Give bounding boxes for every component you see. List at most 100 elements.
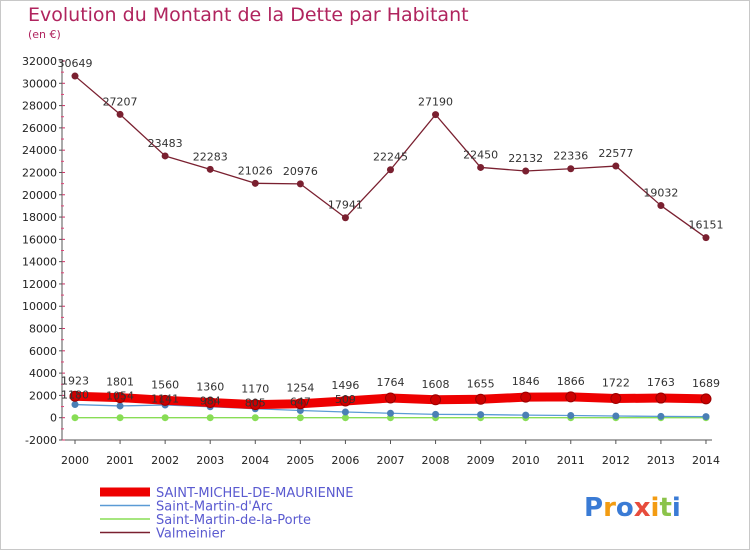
data-label: 1866	[557, 375, 585, 388]
data-point	[251, 414, 259, 422]
x-tick-label: 2001	[106, 454, 134, 467]
y-tick-label: 4000	[29, 367, 57, 380]
y-tick-label: 22000	[22, 166, 57, 179]
data-point	[339, 395, 351, 407]
data-point	[432, 410, 440, 418]
x-tick-label: 2000	[61, 454, 89, 467]
data-label: 1801	[106, 376, 134, 389]
data-point	[204, 397, 216, 409]
data-label: 1689	[692, 377, 720, 390]
data-label: 16151	[688, 219, 723, 232]
data-label: 22245	[373, 151, 408, 164]
data-label: 509	[335, 393, 356, 406]
data-label: 1846	[512, 375, 540, 388]
legend-label: Saint-Martin-de-la-Porte	[156, 513, 311, 528]
data-point	[294, 398, 306, 410]
data-point	[612, 412, 620, 420]
data-point	[567, 165, 575, 173]
data-point	[296, 414, 304, 422]
data-point	[657, 202, 665, 210]
data-point	[567, 411, 575, 419]
data-point	[522, 411, 530, 419]
chart-subtitle: (en €)	[28, 28, 61, 41]
x-tick-label: 2010	[512, 454, 540, 467]
data-label: 647	[290, 396, 311, 409]
x-tick-label: 2011	[557, 454, 585, 467]
data-point	[475, 393, 487, 405]
data-point	[520, 391, 532, 403]
data-point	[386, 166, 394, 174]
data-label: 1764	[376, 376, 404, 389]
x-tick-label: 2014	[692, 454, 720, 467]
y-tick-label: 30000	[22, 77, 57, 90]
data-point	[116, 414, 124, 422]
data-label: 1054	[106, 390, 134, 403]
data-point	[116, 402, 124, 410]
x-tick-label: 2006	[331, 454, 359, 467]
data-point	[71, 414, 79, 422]
data-point	[161, 152, 169, 160]
y-tick-label: 0	[50, 412, 57, 425]
data-point	[702, 413, 710, 421]
y-tick-label: 14000	[22, 256, 57, 269]
x-tick-label: 2013	[647, 454, 675, 467]
proxiti-logo: Proxiti	[584, 493, 681, 523]
data-point	[341, 414, 349, 422]
data-point	[69, 390, 81, 402]
data-point	[655, 392, 667, 404]
data-point	[116, 110, 124, 118]
data-point	[114, 392, 126, 404]
data-label: 1655	[467, 377, 495, 390]
data-point	[296, 180, 304, 188]
y-tick-label: 6000	[29, 345, 57, 358]
data-point	[612, 162, 620, 170]
data-label: 20976	[283, 165, 318, 178]
legend-label: Saint-Martin-d'Arc	[156, 500, 273, 515]
data-label: 21026	[238, 164, 273, 177]
data-label: 1496	[331, 379, 359, 392]
data-label: 1170	[241, 383, 269, 396]
data-point	[161, 414, 169, 422]
y-tick-label: 12000	[22, 278, 57, 291]
data-label: 1180	[61, 388, 89, 401]
y-tick-label: 16000	[22, 233, 57, 246]
data-point	[341, 214, 349, 222]
x-tick-label: 2012	[602, 454, 630, 467]
data-label: 30649	[58, 57, 93, 70]
data-label: 1560	[151, 378, 179, 391]
x-tick-label: 2009	[467, 454, 495, 467]
y-tick-label: 10000	[22, 300, 57, 313]
y-tick-label: 2000	[29, 389, 57, 402]
data-point	[249, 399, 261, 411]
data-point	[206, 414, 214, 422]
data-label: 984	[200, 395, 221, 408]
data-label: 1923	[61, 374, 89, 387]
data-point	[384, 392, 396, 404]
x-tick-label: 2005	[286, 454, 314, 467]
data-label: 1763	[647, 376, 675, 389]
data-label: 1360	[196, 381, 224, 394]
data-point	[386, 409, 394, 417]
data-label: 19032	[643, 187, 678, 200]
y-tick-label: 24000	[22, 144, 57, 157]
data-label: 22450	[463, 148, 498, 161]
data-label: 23483	[148, 137, 183, 150]
data-point	[71, 72, 79, 80]
data-label: 805	[245, 397, 266, 410]
y-tick-label: 8000	[29, 323, 57, 336]
data-point	[477, 411, 485, 419]
data-point	[430, 394, 442, 406]
data-point	[610, 393, 622, 405]
x-tick-label: 2008	[422, 454, 450, 467]
data-point	[159, 394, 171, 406]
data-label: 1141	[151, 392, 179, 405]
data-point	[251, 179, 259, 187]
data-label: 22283	[193, 150, 228, 163]
data-point	[71, 401, 79, 409]
data-point	[341, 408, 349, 416]
x-tick-label: 2004	[241, 454, 269, 467]
data-point	[522, 167, 530, 175]
data-label: 27190	[418, 96, 453, 109]
